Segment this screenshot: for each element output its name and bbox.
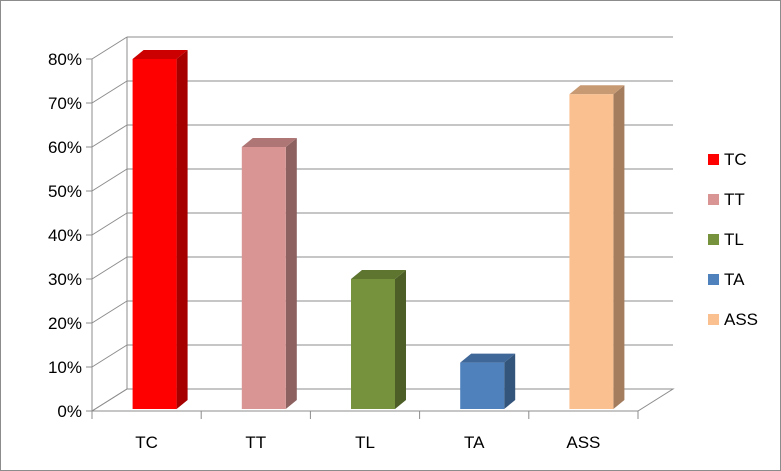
y-tick-label: 40% <box>48 226 82 245</box>
legend-label: TA <box>724 270 745 289</box>
x-tick-label: TA <box>464 433 485 452</box>
x-tick-label: TC <box>135 433 158 452</box>
legend-swatch <box>708 314 719 325</box>
legend-label: TL <box>724 230 744 249</box>
gridline-diagonal <box>91 124 128 148</box>
bars <box>132 50 625 409</box>
bar-side-face <box>395 270 406 409</box>
gridline-diagonal <box>91 300 128 324</box>
bar-front-face <box>569 94 614 409</box>
bar-tc <box>132 50 188 409</box>
y-tick-label: 20% <box>48 314 82 333</box>
legend-label: TT <box>724 190 745 209</box>
bar-top-face <box>460 353 516 363</box>
legend-label: TC <box>724 150 747 169</box>
bar-top-face <box>132 50 188 59</box>
legend-swatch <box>708 154 719 165</box>
gridline-diagonal <box>91 256 128 280</box>
bar-tl <box>351 270 406 409</box>
bar-tt <box>241 138 297 409</box>
bar-top-face <box>351 270 406 279</box>
bar-ta <box>460 353 516 409</box>
bar-top-face <box>569 85 625 95</box>
gridline-diagonal <box>91 388 128 412</box>
y-tick-label: 60% <box>48 138 82 157</box>
bar-side-face <box>176 50 188 409</box>
legend-swatch <box>708 274 719 285</box>
x-tick-label: TL <box>355 433 375 452</box>
legend: TC TT TL TA ASS <box>708 150 758 329</box>
bar-front-face <box>241 147 286 409</box>
legend-swatch <box>708 194 719 205</box>
x-tick-label: ASS <box>566 433 600 452</box>
bar-side-face <box>285 138 297 409</box>
y-tick-label: 0% <box>57 402 82 421</box>
bar-ass <box>569 85 625 409</box>
x-tick-label: TT <box>245 433 266 452</box>
legend-item-tt: TT <box>708 190 745 209</box>
bar-front-face <box>460 362 505 409</box>
bar-side-face <box>613 85 625 409</box>
bar-front-face <box>351 279 395 409</box>
gridline-diagonal <box>91 36 128 60</box>
gridline-diagonal <box>91 80 128 104</box>
bar-side-face <box>504 353 516 409</box>
bar-front-face <box>132 59 177 409</box>
gridline-diagonal <box>91 344 128 368</box>
gridline-diagonal <box>91 212 128 236</box>
legend-item-ta: TA <box>708 270 745 289</box>
x-axis: TC TT TL TA ASS <box>91 410 639 452</box>
legend-item-tl: TL <box>708 230 744 249</box>
legend-item-tc: TC <box>708 150 747 169</box>
y-tick-label: 30% <box>48 270 82 289</box>
legend-swatch <box>708 234 719 245</box>
y-tick-label: 80% <box>48 50 82 69</box>
y-tick-label: 10% <box>48 358 82 377</box>
legend-item-ass: ASS <box>708 310 758 329</box>
y-tick-label: 70% <box>48 94 82 113</box>
legend-label: ASS <box>724 310 758 329</box>
gridline-diagonal <box>91 168 128 192</box>
bar-top-face <box>241 138 297 147</box>
y-axis-tick-labels: 0% 10% 20% 30% 40% 50% 60% 70% 80% <box>48 50 82 421</box>
y-tick-label: 50% <box>48 182 82 201</box>
